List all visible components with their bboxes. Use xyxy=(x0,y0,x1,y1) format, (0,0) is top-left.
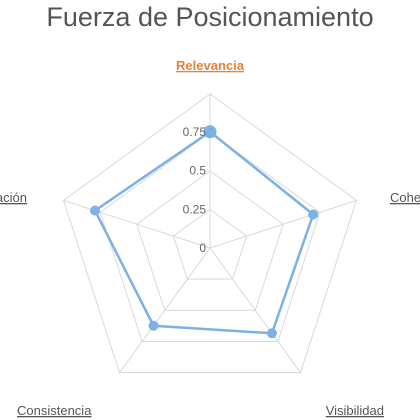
data-point-coherencia[interactable] xyxy=(308,209,318,219)
tick-label: 0.5 xyxy=(189,164,206,178)
tick-label: 0.25 xyxy=(183,202,207,216)
tick-label: 0.75 xyxy=(183,125,207,139)
axis-label-coherencia[interactable]: Coherencia xyxy=(390,190,420,205)
data-point-consistencia[interactable] xyxy=(149,321,159,331)
axis-label-relevancia[interactable]: Relevancia xyxy=(176,58,245,73)
data-point-diferenciacion[interactable] xyxy=(90,206,100,216)
data-point-visibilidad[interactable] xyxy=(267,328,277,338)
axis-label-visibilidad[interactable]: Visibilidad xyxy=(326,403,384,418)
radar-series xyxy=(90,125,318,338)
tick-label: 0 xyxy=(199,241,206,255)
axis-label-consistencia[interactable]: Consistencia xyxy=(17,403,92,418)
spoke-coherencia xyxy=(210,200,357,248)
axis-label-diferenciacion[interactable]: Diferenciación xyxy=(0,190,27,205)
